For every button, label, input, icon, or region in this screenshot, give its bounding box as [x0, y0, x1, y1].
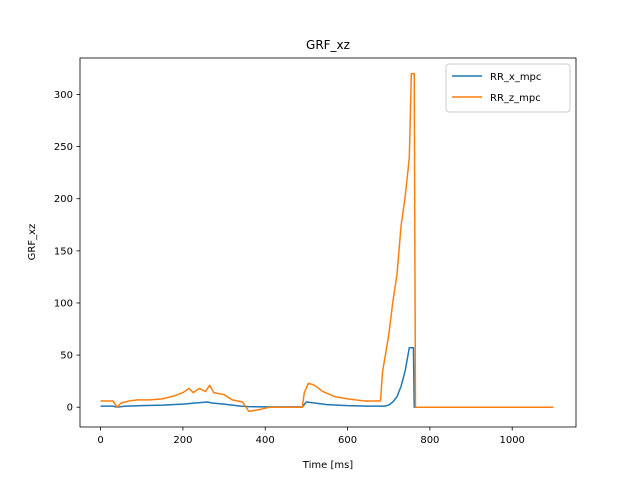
plot-area — [100, 72, 554, 413]
y-tick-label: 300 — [54, 90, 73, 101]
x-axis-title: Time [ms] — [302, 460, 354, 471]
x-tick-label: 0 — [97, 435, 103, 446]
y-tick-label: 50 — [60, 351, 73, 362]
x-tick-label: 800 — [420, 435, 439, 446]
legend: RR_x_mpc RR_z_mpc — [445, 63, 571, 113]
legend-label-rr-x: RR_x_mpc — [490, 72, 541, 83]
y-tick-label: 250 — [54, 142, 73, 153]
x-tick-label: 600 — [338, 435, 357, 446]
x-axis: 0 200 400 600 800 1000 — [97, 427, 525, 446]
x-tick-label: 1000 — [499, 435, 524, 446]
y-tick-label: 0 — [67, 403, 73, 414]
chart-title: GRF_xz — [306, 38, 350, 52]
legend-label-rr-z: RR_z_mpc — [490, 93, 541, 104]
y-axis-title: GRF_xz — [27, 224, 38, 261]
y-axis: 0 50 100 150 200 250 300 — [54, 90, 80, 414]
x-tick-label: 400 — [256, 435, 275, 446]
y-tick-label: 150 — [54, 246, 73, 257]
series-line-rr-z-mpc — [100, 72, 554, 413]
series-line-rr-x-mpc — [100, 347, 554, 408]
x-tick-label: 200 — [173, 435, 192, 446]
y-tick-label: 100 — [54, 298, 73, 309]
plot-frame — [79, 57, 577, 428]
y-tick-label: 200 — [54, 194, 73, 205]
